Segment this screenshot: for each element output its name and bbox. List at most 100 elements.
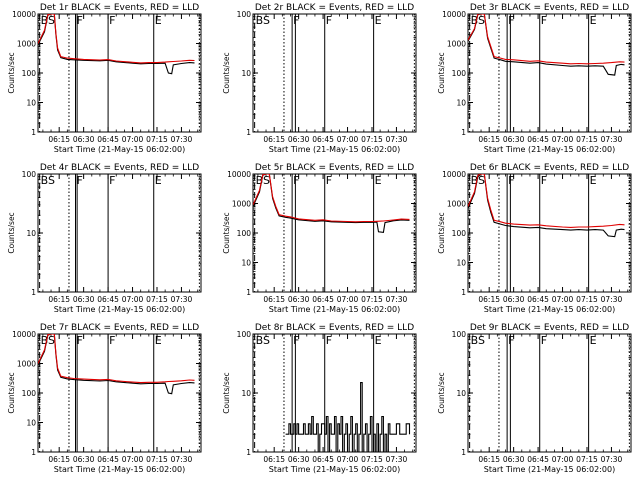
x-tick-label: 07:15: [146, 455, 168, 464]
y-tick-label: 10: [241, 259, 251, 268]
x-axis-label: Start Time (21-May-15 06:02:00): [484, 145, 615, 154]
marker-label: F: [508, 14, 514, 27]
x-tick-label: 07:30: [171, 295, 193, 304]
x-tick-label: 07:00: [552, 135, 574, 144]
x-tick-label: 06:30: [73, 295, 95, 304]
x-tick-label: 07:00: [122, 135, 144, 144]
x-axis-label: Start Time (21-May-15 06:02:00): [54, 305, 185, 314]
x-axis-label: Start Time (21-May-15 06:02:00): [269, 465, 400, 474]
y-tick-label: 100: [452, 69, 467, 78]
x-tick-label: 06:15: [478, 295, 500, 304]
y-axis-label: Counts/sec: [7, 52, 16, 93]
marker-label: E: [375, 14, 382, 27]
x-tick-label: 06:15: [263, 135, 285, 144]
x-tick-label: 06:15: [263, 295, 285, 304]
x-tick-label: 06:45: [527, 295, 549, 304]
y-tick-label: 100: [452, 330, 467, 339]
plot-frame: [467, 173, 632, 293]
y-tick-label: 1000: [17, 40, 36, 49]
x-tick-label: 07:15: [576, 455, 598, 464]
panel-8: Det 8r BLACK = Events, RED = LLD 1 10 100 06…: [222, 323, 417, 474]
panel-title: Det 5r BLACK = Events, RED = LLD: [255, 163, 414, 173]
marker-label: F: [326, 334, 332, 347]
panel-title: Det 1r BLACK = Events, RED = LLD: [40, 3, 199, 13]
marker-label: E: [375, 174, 382, 187]
x-tick-label: 06:15: [478, 455, 500, 464]
y-tick-label: 10: [456, 99, 466, 108]
x-tick-label: 07:15: [146, 295, 168, 304]
panel-title: Det 9r BLACK = Events, RED = LLD: [470, 323, 629, 333]
events-series-line: [468, 174, 625, 238]
panel-title: Det 3r BLACK = Events, RED = LLD: [470, 3, 629, 13]
y-tick-label: 1: [31, 128, 36, 137]
plot-frame: [467, 333, 632, 453]
marker-label: F: [109, 334, 115, 347]
y-tick-label: 100: [22, 69, 37, 78]
y-axis-label: Counts/sec: [437, 52, 446, 93]
y-tick-label: 10: [26, 419, 36, 428]
y-tick-label: 100: [22, 170, 37, 179]
marker-label: BS: [256, 14, 270, 27]
y-axis-label: Counts/sec: [222, 212, 231, 253]
y-tick-label: 10: [26, 99, 36, 108]
marker-label: E: [375, 334, 382, 347]
marker-label: F: [508, 174, 514, 187]
x-axis-label: Start Time (21-May-15 06:02:00): [269, 305, 400, 314]
y-tick-label: 1: [31, 288, 36, 297]
y-tick-label: 100: [452, 229, 467, 238]
marker-label: F: [541, 334, 547, 347]
panel-3: Det 3r BLACK = Events, RED = LLD 1 10 100 10…: [437, 3, 632, 154]
events-series-line: [38, 334, 195, 395]
x-tick-label: 06:45: [97, 135, 119, 144]
marker-label: BS: [471, 334, 485, 347]
y-tick-label: 1000: [17, 360, 36, 369]
marker-label: BS: [256, 174, 270, 187]
x-tick-label: 07:00: [552, 295, 574, 304]
lld-series-line: [468, 14, 625, 65]
x-tick-label: 06:30: [288, 295, 310, 304]
lld-series-line: [253, 174, 410, 223]
x-axis-label: Start Time (21-May-15 06:02:00): [484, 305, 615, 314]
panel-title: Det 4r BLACK = Events, RED = LLD: [40, 163, 199, 173]
marker-label: BS: [471, 14, 485, 27]
marker-label: F: [326, 174, 332, 187]
plot-frame: [467, 13, 632, 133]
x-tick-label: 06:15: [48, 135, 70, 144]
x-axis-label: Start Time (21-May-15 06:02:00): [269, 145, 400, 154]
plot-frame: [37, 173, 202, 293]
marker-label: F: [109, 14, 115, 27]
x-tick-label: 06:15: [478, 135, 500, 144]
x-axis-label: Start Time (21-May-15 06:02:00): [54, 465, 185, 474]
y-axis-label: Counts/sec: [222, 372, 231, 413]
marker-label: BS: [41, 174, 55, 187]
plot-frame: [252, 173, 417, 293]
x-axis-label: Start Time (21-May-15 06:02:00): [484, 465, 615, 474]
lld-series-line: [468, 174, 625, 228]
x-tick-label: 06:15: [48, 455, 70, 464]
panel-6: Det 6r BLACK = Events, RED = LLD 1 10 100 10…: [437, 163, 632, 314]
x-tick-label: 06:45: [97, 455, 119, 464]
y-axis-label: Counts/sec: [7, 372, 16, 413]
marker-label: E: [590, 174, 597, 187]
y-tick-label: 10000: [12, 10, 36, 19]
x-tick-label: 06:45: [312, 135, 334, 144]
x-tick-label: 07:00: [122, 455, 144, 464]
y-axis-label: Counts/sec: [222, 52, 231, 93]
x-tick-label: 07:30: [386, 455, 408, 464]
x-tick-label: 07:30: [386, 135, 408, 144]
x-tick-label: 06:30: [73, 455, 95, 464]
y-tick-label: 1: [461, 288, 466, 297]
y-tick-label: 10000: [442, 10, 466, 19]
marker-label: BS: [41, 14, 55, 27]
x-tick-label: 06:30: [288, 135, 310, 144]
marker-label: E: [590, 334, 597, 347]
x-axis-label: Start Time (21-May-15 06:02:00): [54, 145, 185, 154]
y-tick-label: 1000: [447, 200, 466, 209]
plot-frame: [37, 13, 202, 133]
marker-label: E: [155, 334, 162, 347]
x-tick-label: 06:30: [503, 135, 525, 144]
y-tick-label: 1: [246, 448, 251, 457]
panel-title: Det 7r BLACK = Events, RED = LLD: [40, 323, 199, 333]
y-tick-label: 1000: [232, 200, 251, 209]
marker-label: F: [76, 14, 82, 27]
